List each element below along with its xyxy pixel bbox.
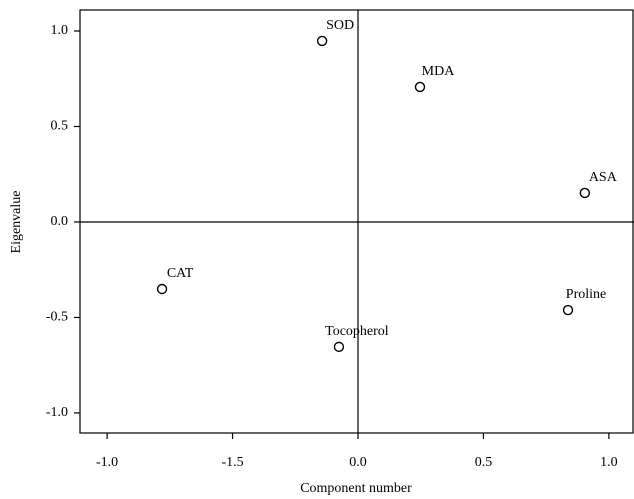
point-label: CAT [167,266,194,281]
x-tick-label: -1.0 [96,455,118,470]
point [156,283,168,295]
y-tick-label: 1.0 [51,23,69,38]
x-axis-label: Component number [300,481,412,496]
point [579,187,591,199]
point-label: ASA [589,170,618,185]
y-axis-label: Eigenvalue [9,191,24,254]
point-label: Proline [566,287,606,302]
point-label: MDA [422,64,456,79]
x-tick-label: 0.5 [475,455,493,470]
point [333,341,345,353]
x-tick-label: 0.0 [349,455,367,470]
point [316,35,328,47]
y-tick-label: -1.0 [46,405,68,420]
point-label: SOD [326,18,354,33]
y-tick-label: -0.5 [46,310,68,325]
x-tick-label: 1.0 [600,455,618,470]
point-label: Tocopherol [325,324,389,339]
x-tick-label: -1.5 [221,455,243,470]
point [414,81,426,93]
y-tick-label: 0.5 [51,119,69,134]
point [562,304,574,316]
y-tick-label: 0.0 [51,214,69,229]
